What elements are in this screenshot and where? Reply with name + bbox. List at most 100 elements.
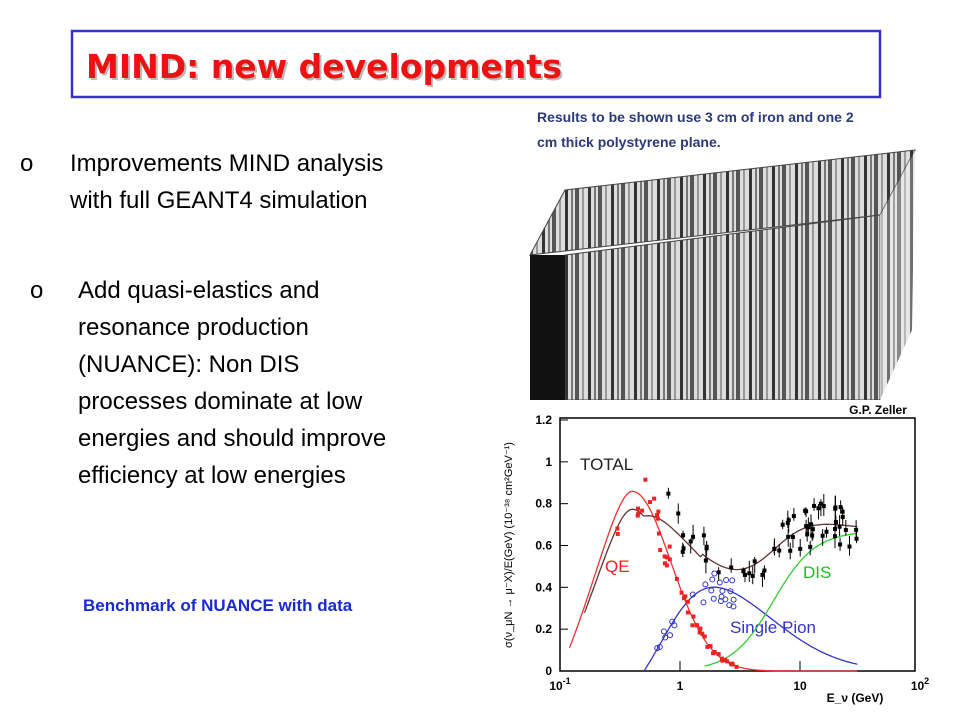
detector-end [880,150,915,400]
data-point [727,588,734,595]
curve-label: DIS [803,563,831,582]
data-point [655,516,660,521]
data-point [689,591,696,598]
plot-bg [490,400,928,720]
y-tick-label: 0.2 [535,622,552,636]
bullet-line: Add quasi-elastics and [78,277,319,304]
data-point [640,508,645,513]
data-point [698,626,703,631]
y-tick-label: 0.6 [535,539,552,553]
detector-image: Results to be shown use 3 cm of iron and… [515,100,916,401]
dis-curve [704,532,858,667]
data-point [690,623,695,628]
data-point [667,632,674,639]
data-point [719,587,726,594]
data-point [656,644,663,651]
data-point [683,594,688,599]
x-tick-base: 10 [549,679,563,693]
data-point [734,664,739,669]
data-point [730,596,737,603]
x-tick-base: 10 [911,679,925,693]
data-point [702,634,707,639]
x-tick-label: 1 [677,679,684,693]
data-point [723,576,730,583]
x-tick-exp: -1 [563,676,571,686]
data-point [679,590,684,595]
y-axis-label: σ(ν_μN → μ⁻X)/E(GeV) (10⁻³⁸ cm²GeV⁻¹) [503,442,515,648]
y-tick-label: 0.8 [535,497,552,511]
data-point [716,579,723,586]
data-point [695,623,700,628]
data-point [660,628,667,635]
bullet-line: Improvements MIND analysis [70,150,383,177]
bullet-marker: o [30,277,43,304]
data-point [702,581,709,588]
caption: Benchmark of NUANCE with data [83,596,353,615]
bullet-line: processes dominate at low [78,388,363,415]
x-tick-exp: 2 [924,676,929,686]
data-point [664,563,669,568]
data-point [652,496,657,501]
data-point [716,652,721,657]
data-point [723,658,728,663]
detector-note: cm thick polystyrene plane. [537,134,721,150]
data-point [708,644,713,649]
bullet-line: energies and should improve [78,425,386,452]
data-point [671,622,678,629]
data-point [685,599,690,604]
curve-label: Single Pion [730,618,816,637]
y-tick-label: 1 [545,455,552,469]
curve-label: TOTAL [580,455,633,474]
data-point [729,662,734,667]
plot-frame [559,417,916,672]
title-box [70,29,882,99]
detector-side [530,255,565,400]
x-tick-base: 10 [793,679,807,693]
bullet-marker: o [20,150,33,177]
data-point [705,644,710,649]
data-point [662,554,667,559]
bullet-line: efficiency at low energies [78,462,346,489]
data-point [722,596,729,603]
plot-author: G.P. Zeller [849,403,907,417]
data-point [697,630,702,635]
data-point [712,650,717,655]
data-point [725,659,730,664]
x-tick-label: 102 [911,676,929,693]
data-point [655,513,660,518]
data-point [615,531,620,536]
curve-label: QE [605,557,630,576]
data-point [615,526,620,531]
x-tick-label: 10-1 [549,676,570,693]
data-point [720,658,725,663]
x-tick-base: 1 [677,679,684,693]
data-point [710,595,717,602]
pion-curve [643,586,858,672]
bullet-line: (NUANCE): Non DIS [78,351,299,378]
x-tick-label: 10 [793,679,807,693]
y-tick-label: 0 [545,664,552,678]
plot-image: G.P. Zeller σ(ν_μN → μ⁻X)/E(GeV) (10⁻³⁸ … [490,400,928,720]
data-point [700,631,705,636]
data-point [662,634,669,641]
data-point [691,614,696,619]
data-point [656,509,661,514]
x-axis-label: E_ν (GeV) [827,691,884,705]
title-shadow: MIND: new developments [88,49,564,88]
data-point [667,557,672,562]
data-point [647,500,652,505]
data-point [658,548,663,553]
data-point [636,506,641,511]
data-point [700,599,707,606]
data-point [711,570,718,577]
title: MIND: new developments [86,47,562,86]
bullet-line: with full GEANT4 simulation [69,187,367,214]
data-point [730,603,737,610]
data-point [657,531,662,536]
data-point [708,587,715,594]
data-point [662,561,667,566]
y-tick-label: 1.2 [535,413,552,427]
data-point [709,576,716,583]
data-point [674,576,679,581]
